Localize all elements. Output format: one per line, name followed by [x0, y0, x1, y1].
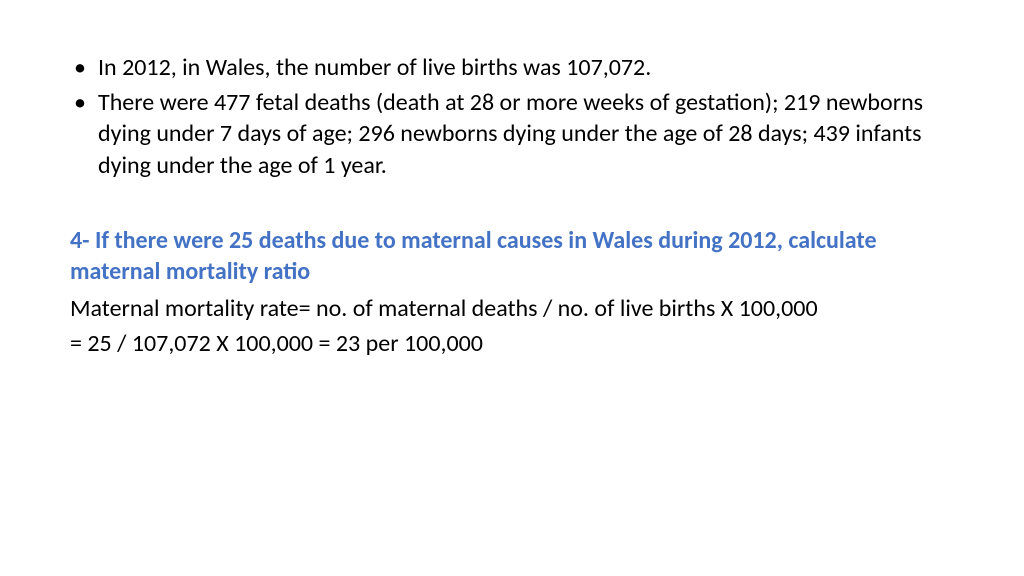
spacer: [70, 185, 954, 225]
formula-text: Maternal mortality rate= no. of maternal…: [70, 293, 954, 324]
question-heading: 4- If there were 25 deaths due to matern…: [70, 225, 954, 287]
bullet-list: In 2012, in Wales, the number of live bi…: [70, 52, 954, 181]
result-text: = 25 / 107,072 X 100,000 = 23 per 100,00…: [70, 328, 954, 359]
bullet-item: There were 477 fetal deaths (death at 28…: [70, 87, 954, 181]
bullet-item: In 2012, in Wales, the number of live bi…: [70, 52, 954, 83]
